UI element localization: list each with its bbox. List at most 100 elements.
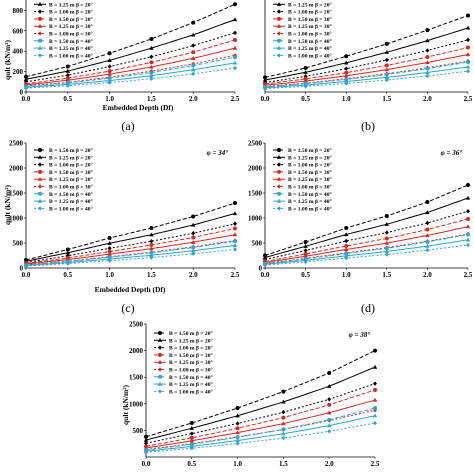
- data-point: [107, 80, 112, 85]
- legend-marker: [277, 169, 281, 174]
- legend: B = 1.50 m β = 20°B = 1.25 m β = 20°B = …: [34, 147, 93, 212]
- legend-label: B = 1.25 m β = 40°: [288, 198, 332, 205]
- y-tick-label: 2000: [129, 347, 144, 355]
- series-line: [145, 407, 376, 451]
- data-point: [466, 13, 470, 18]
- y-tick-label: 2000: [9, 165, 24, 173]
- data-point: [144, 450, 148, 455]
- series-line: [264, 70, 469, 90]
- series-line: [264, 197, 469, 258]
- series-line: [264, 15, 469, 78]
- legend-marker: [277, 162, 281, 167]
- data-point: [263, 75, 267, 80]
- legend-marker: [38, 162, 42, 167]
- data-point: [235, 426, 240, 431]
- data-point: [233, 53, 237, 58]
- data-point: [191, 43, 196, 48]
- legend-label: B = 1.50 m β = 30°: [49, 16, 93, 23]
- series-line: [25, 67, 236, 89]
- data-point: [107, 58, 112, 62]
- legend-marker: [277, 206, 281, 211]
- legend-marker: [38, 38, 42, 43]
- data-point: [235, 406, 240, 411]
- y-tick-label: 1500: [129, 374, 144, 382]
- plot-area-c: 0.0 0.5 1.0 1.5 2.0 2.5 0 500 1000 1500 2000 2500 B …: [9, 140, 240, 280]
- data-point: [303, 78, 308, 83]
- data-point: [233, 37, 237, 42]
- data-point: [465, 195, 471, 200]
- legend-label: B = 1.50 m β = 30°: [288, 16, 332, 23]
- legend-label: B = 1.00 m β = 40°: [49, 52, 93, 59]
- data-point: [425, 240, 430, 244]
- data-point: [23, 76, 29, 81]
- data-point: [232, 232, 238, 237]
- data-point: [191, 239, 196, 244]
- data-point: [466, 45, 470, 50]
- data-point: [344, 54, 349, 59]
- legend-label: B = 1.25 m β = 40°: [49, 45, 93, 52]
- data-point: [344, 226, 349, 230]
- x-tick-label: 0.5: [187, 460, 196, 468]
- legend-label: B = 1.25 m β = 30°: [49, 176, 93, 183]
- data-point: [149, 60, 154, 65]
- data-point: [232, 17, 238, 22]
- x-tick-label: 2.0: [423, 95, 432, 103]
- legend-marker: [38, 16, 42, 21]
- data-point: [149, 255, 154, 260]
- data-point: [372, 397, 378, 402]
- series-line: [264, 239, 469, 265]
- legend-marker: [37, 23, 43, 28]
- data-point: [373, 381, 377, 386]
- series-line: [145, 366, 376, 441]
- legend-label: B = 1.00 m β = 30°: [288, 31, 332, 38]
- legend-label: B = 1.50 m β = 20°: [49, 147, 93, 154]
- y-tick-label: 500: [252, 240, 263, 248]
- data-point: [466, 209, 470, 214]
- data-point: [262, 77, 268, 82]
- panel-d: 0.0 0.5 1.0 1.5 2.0 2.5 0 500 1000 1500 2000 2500 B …: [248, 140, 473, 316]
- legend-label: B = 1.00 m β = 30°: [49, 184, 93, 191]
- data-point: [191, 245, 196, 250]
- data-point: [149, 70, 154, 75]
- series-line: [25, 62, 236, 88]
- series-line: [264, 39, 469, 83]
- series-line: [264, 244, 469, 266]
- data-point: [465, 52, 471, 57]
- data-point: [327, 397, 332, 402]
- phi-label: φ = 36°: [441, 149, 463, 157]
- legend-marker: [158, 374, 162, 379]
- data-point: [149, 239, 154, 244]
- x-tick-label: 1.0: [105, 95, 114, 103]
- data-point: [143, 437, 149, 442]
- plot-area-b: 0.0 0.5 1.0 1.5 2.0 2.5B = 1.25 m β = 20°B = …: [261, 0, 473, 103]
- data-point: [233, 226, 237, 231]
- data-point: [384, 75, 389, 80]
- legend-label: B = 1.50 m β = 30°: [49, 169, 93, 176]
- series-line: [264, 218, 469, 262]
- legend-marker: [277, 31, 281, 36]
- series-line: [264, 66, 469, 89]
- y-axis-label-e: qult (kN/m²): [121, 385, 130, 425]
- data-point: [65, 247, 70, 252]
- plot-area-d: 0.0 0.5 1.0 1.5 2.0 2.5 0 500 1000 1500 2000 2500 B …: [248, 140, 473, 280]
- data-point: [327, 410, 332, 415]
- data-point: [466, 60, 470, 65]
- x-tick-label: 2.0: [423, 271, 432, 279]
- data-point: [65, 250, 70, 255]
- series-line: [25, 244, 236, 266]
- legend-label: B = 1.00 m β = 20°: [49, 162, 93, 169]
- panel-e: 0.0 0.5 1.0 1.5 2.0 2.5 500 1000 1500 2000 2500 B =…: [121, 321, 380, 469]
- data-point: [466, 242, 470, 248]
- data-point: [65, 72, 70, 78]
- legend-marker: [38, 184, 42, 189]
- data-point: [107, 69, 112, 74]
- data-point: [65, 261, 70, 266]
- data-point: [344, 60, 349, 65]
- y-tick-label: 1000: [9, 215, 24, 223]
- legend-marker: [38, 53, 42, 58]
- data-point: [344, 251, 349, 256]
- data-point: [303, 248, 308, 253]
- legend-label: B = 1.00 m β = 30°: [49, 31, 93, 38]
- data-point: [425, 247, 430, 253]
- data-point: [466, 232, 470, 237]
